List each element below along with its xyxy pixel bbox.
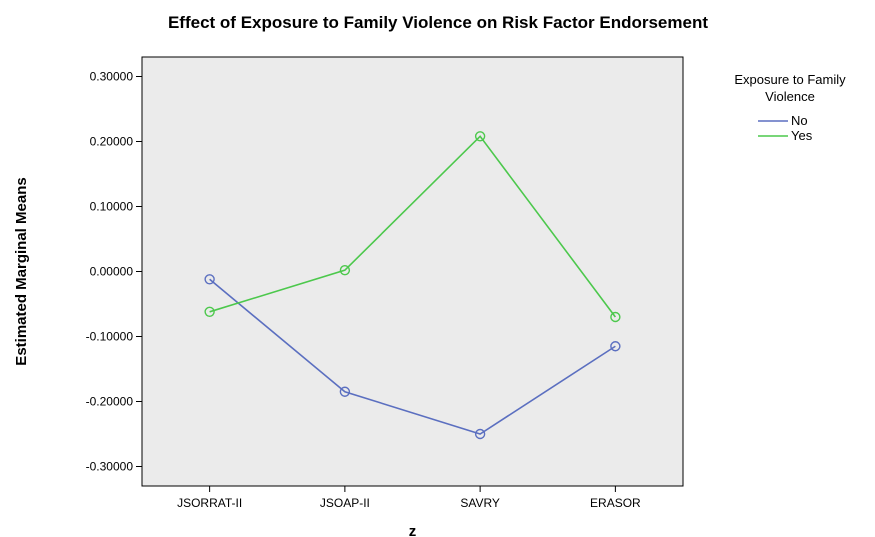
chart-title: Effect of Exposure to Family Violence on… [168,13,708,32]
y-tick-label: 0.30000 [90,70,134,84]
y-tick-label: -0.20000 [86,395,134,409]
x-tick-label: JSOAP-II [320,496,370,510]
x-tick-label: JSORRAT-II [177,496,242,510]
data-point-yes [610,311,621,323]
legend-title-line2: Violence [765,89,815,104]
data-point-no [474,428,486,440]
series-line-no [209,278,616,435]
y-tick-label: -0.10000 [86,330,134,344]
y-tick-label: 0.20000 [90,135,134,149]
y-axis-title: Estimated Marginal Means [13,177,30,365]
x-tick-label: SAVRY [460,496,500,510]
series-layer [204,131,621,440]
data-point-no [339,386,351,397]
x-axis-title: z [409,523,417,537]
y-tick-label: 0.00000 [90,265,134,279]
data-point-no [204,274,215,285]
data-point-yes [339,265,351,276]
plot-area [141,56,684,487]
data-point-yes [204,306,215,317]
y-axis: -0.30000 -0.20000 -0.10000 0.00000 0.10000 0.… [86,70,142,474]
y-tick-label: 0.10000 [90,200,134,214]
series-line-yes [209,135,617,318]
data-point-no [610,341,621,352]
legend-title-line1: Exposure to Family [734,72,846,87]
x-axis: JSORRAT-II JSOAP-II SAVRY ERASOR [177,486,641,510]
legend-label-no: No [791,113,808,128]
legend-label-yes: Yes [791,128,813,143]
data-point-yes [474,131,486,142]
x-tick-label: ERASOR [590,496,641,510]
y-tick-label: -0.30000 [86,460,134,474]
